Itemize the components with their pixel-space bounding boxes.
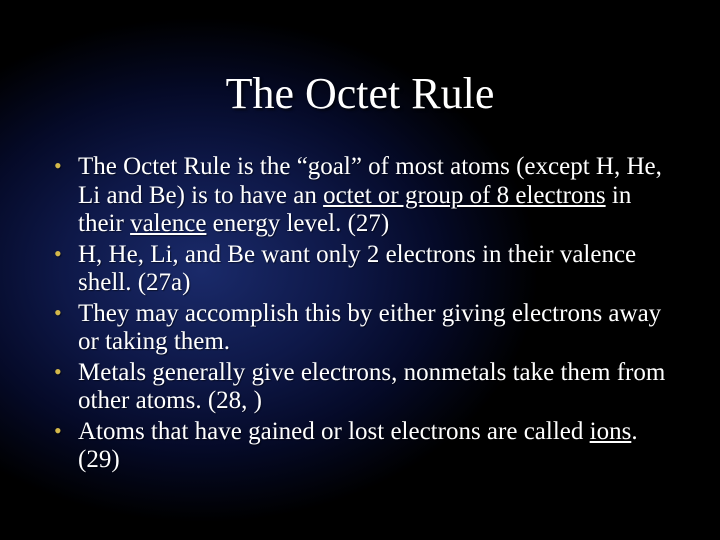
slide: The Octet Rule The Octet Rule is the “go… — [0, 0, 720, 540]
bullet-item: Atoms that have gained or lost electrons… — [44, 418, 676, 475]
bullet-item: They may accomplish this by either givin… — [44, 300, 676, 357]
bullet-item: H, He, Li, and Be want only 2 electrons … — [44, 241, 676, 298]
slide-title: The Octet Rule — [44, 68, 676, 119]
bullet-list: The Octet Rule is the “goal” of most ato… — [44, 153, 676, 475]
bullet-item: The Octet Rule is the “goal” of most ato… — [44, 153, 676, 239]
bullet-item: Metals generally give electrons, nonmeta… — [44, 359, 676, 416]
